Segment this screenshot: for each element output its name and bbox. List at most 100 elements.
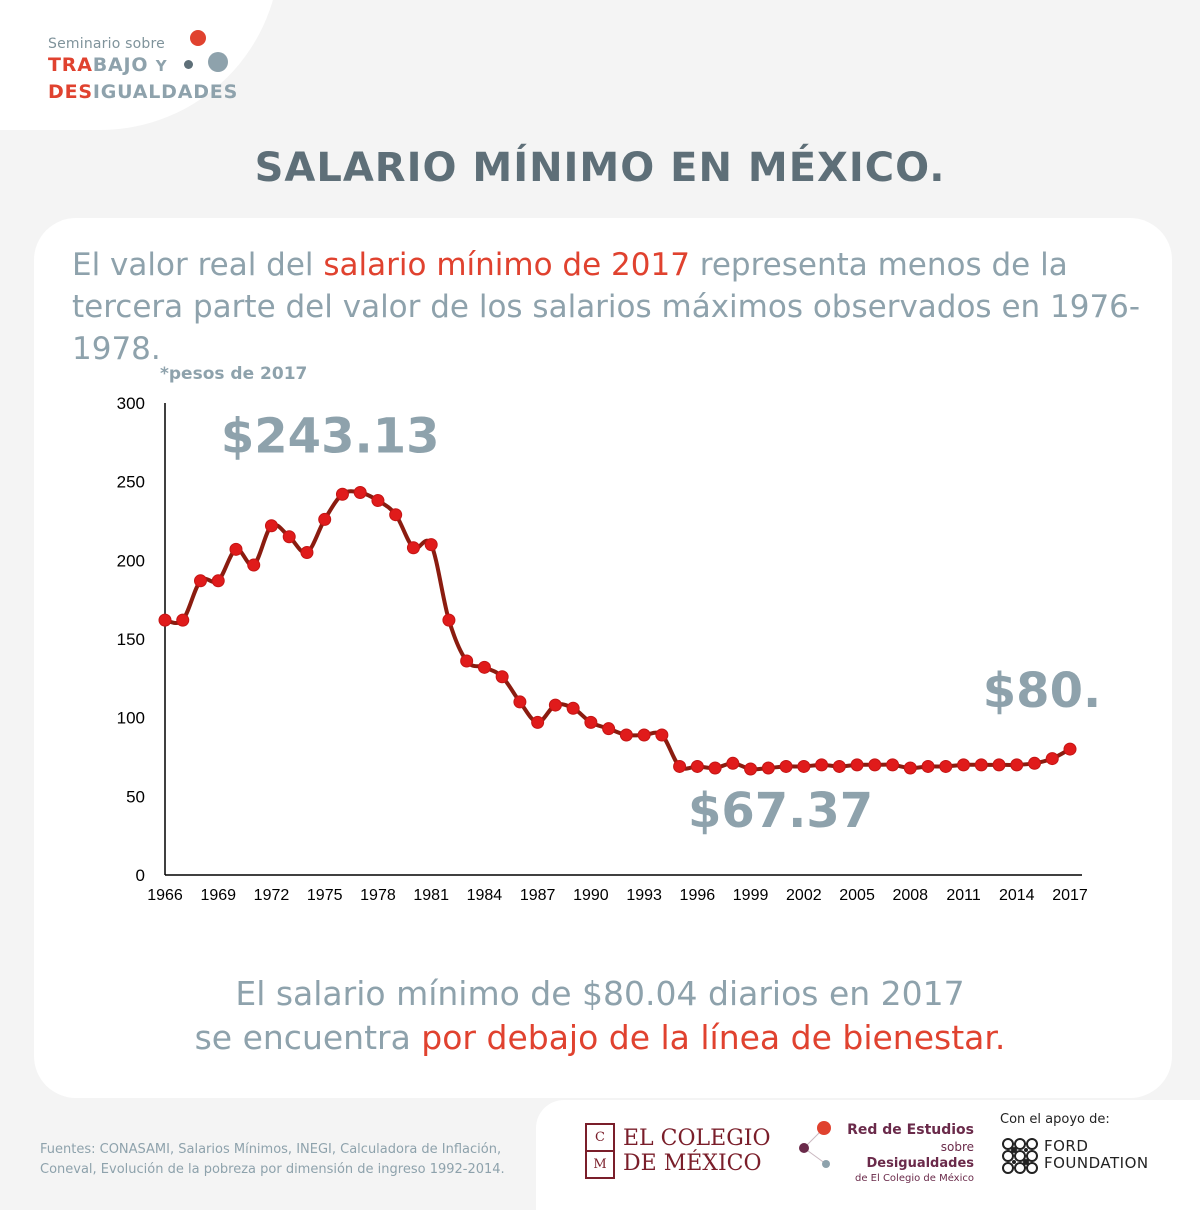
data-point: [726, 756, 740, 770]
series-line: [164, 489, 1071, 772]
data-point: [655, 728, 669, 742]
x-tick-label: 1975: [307, 887, 343, 904]
data-point: [371, 494, 385, 508]
line-chart: 0 50 100 150 200 250 300 1966 1969 1972 1975 1978 19…: [117, 394, 1100, 904]
data-point: [229, 542, 243, 556]
data-point: [513, 695, 527, 709]
data-point: [957, 758, 971, 772]
data-point: [442, 613, 456, 627]
x-tick-label: 2002: [786, 887, 822, 904]
x-tick-label: 2005: [839, 887, 875, 904]
brand-line-1: Seminario sobre: [48, 36, 165, 52]
data-point: [566, 701, 580, 715]
red-estudios-logo: Red de Estudios sobre Desigualdades de E…: [796, 1118, 986, 1184]
data-point: [584, 715, 598, 729]
data-point: [176, 613, 190, 627]
data-point: [690, 759, 704, 773]
red-line-1: Red de Estudios: [847, 1122, 974, 1138]
data-point: [1028, 756, 1042, 770]
data-point: [211, 574, 225, 588]
x-tick-label: 2014: [999, 887, 1035, 904]
x-tick-label: 1999: [733, 887, 769, 904]
colmex-name-1: EL COLEGIO: [623, 1126, 771, 1151]
x-tick-label: 1987: [520, 887, 556, 904]
x-tick-label: 1984: [467, 887, 503, 904]
data-point: [1063, 742, 1077, 756]
data-point: [673, 759, 687, 773]
x-tick-label: 1993: [626, 887, 662, 904]
red-line-2: sobre Desigualdades: [866, 1140, 974, 1171]
value-annotation: $243.13: [221, 408, 440, 464]
x-tick-label: 1966: [147, 887, 183, 904]
x-tick-label: 2008: [892, 887, 928, 904]
data-point: [832, 759, 846, 773]
data-point: [797, 759, 811, 773]
ford-logo: Con el apoyo de: FORD FOUNDATION: [1000, 1112, 1180, 1174]
brand-logo: Seminario sobre TRABAJO Y DESIGUALDADES: [48, 36, 238, 105]
data-point: [761, 761, 775, 775]
data-point: [744, 762, 758, 776]
footer-line-1: El salario mínimo de $80.04 diarios en 2…: [235, 974, 965, 1013]
brand-line-3: DESIGUALDADES: [48, 81, 239, 103]
brand-line-2: TRABAJO Y: [48, 54, 168, 76]
ford-foundation-icon: [1002, 1138, 1038, 1174]
x-tick-label: 2017: [1052, 887, 1088, 904]
data-point: [779, 759, 793, 773]
y-tick-label: 300: [117, 394, 145, 413]
ford-line-1: FORD: [1044, 1137, 1089, 1155]
footer-line-2: se encuentra por debajo de la línea de b…: [194, 1018, 1006, 1057]
data-point: [318, 512, 332, 526]
data-point: [939, 759, 953, 773]
page-title: SALARIO MÍNIMO EN MÉXICO.: [254, 145, 946, 191]
ford-label: Con el apoyo de:: [1000, 1112, 1110, 1127]
logos-panel: [536, 1100, 1200, 1210]
x-tick-label: 1990: [573, 887, 609, 904]
content-card: [34, 218, 1172, 1098]
sources-note: Fuentes: CONASAMI, Salarios Mínimos, INE…: [40, 1142, 505, 1177]
red-estudios-dots-icon: [799, 1121, 831, 1168]
data-point: [264, 519, 278, 533]
subtitle: El valor real del salario mínimo de 2017…: [72, 247, 1141, 367]
x-tick-label: 1978: [360, 887, 396, 904]
x-tick-label: 2011: [946, 887, 981, 904]
data-point: [619, 728, 633, 742]
data-point: [300, 545, 314, 559]
value-annotation: $80.04: [983, 663, 1100, 719]
data-point: [903, 761, 917, 775]
y-tick-label: 150: [117, 630, 145, 649]
data-point: [548, 698, 562, 712]
y-tick-label: 0: [136, 866, 145, 885]
data-point: [460, 654, 474, 668]
data-point: [992, 758, 1006, 772]
data-point: [158, 613, 172, 627]
data-point: [353, 485, 367, 499]
data-point: [815, 758, 829, 772]
data-point: [193, 574, 207, 588]
x-tick-label: 1972: [254, 887, 290, 904]
red-line-3: de El Colegio de México: [854, 1173, 974, 1184]
x-tick-label: 1981: [413, 887, 449, 904]
data-point: [424, 538, 438, 552]
data-point: [974, 758, 988, 772]
data-point: [886, 758, 900, 772]
data-point: [335, 487, 349, 501]
data-point: [868, 758, 882, 772]
data-point: [1045, 752, 1059, 766]
data-point: [495, 670, 509, 684]
data-point: [708, 761, 722, 775]
value-annotation: $67.37: [688, 783, 873, 839]
data-point: [282, 530, 296, 544]
data-point: [637, 728, 651, 742]
data-point: [477, 660, 491, 674]
data-point: [531, 715, 545, 729]
data-point: [602, 722, 616, 736]
x-tick-label: 1996: [680, 887, 716, 904]
unit-note: *pesos de 2017: [160, 364, 308, 384]
y-tick-label: 200: [117, 551, 145, 570]
y-tick-label: 250: [117, 473, 145, 492]
x-tick-label: 1969: [200, 887, 236, 904]
footer-statement: El salario mínimo de $80.04 diarios en 2…: [0, 972, 1200, 1060]
y-tick-label: 50: [126, 787, 145, 806]
